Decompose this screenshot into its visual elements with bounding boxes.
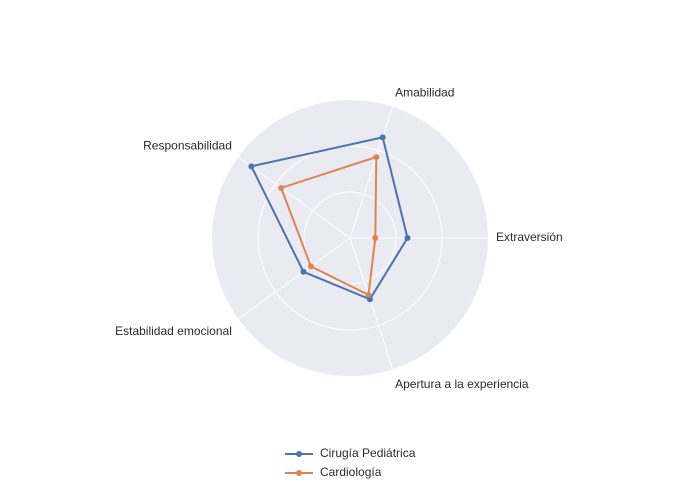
axis-label: Responsabilidad xyxy=(143,138,232,152)
legend-marker xyxy=(296,470,302,476)
series-line xyxy=(249,136,409,301)
axis-label: Estabilidad emocional xyxy=(115,324,232,338)
marker xyxy=(404,235,411,241)
legend-label: Cirugía Pediátrica xyxy=(320,446,416,460)
legend-label: Cardiología xyxy=(320,465,382,479)
axis-label: Amabilidad xyxy=(395,85,454,99)
axis-label: Extraversión xyxy=(496,230,563,244)
spoke xyxy=(238,237,351,320)
marker xyxy=(365,291,372,298)
axis-label: Apertura a la experiencia xyxy=(395,377,529,391)
marker xyxy=(379,134,386,141)
legend-marker xyxy=(296,451,302,457)
marker xyxy=(278,184,285,191)
marker xyxy=(307,263,314,270)
marker xyxy=(248,163,255,170)
marker xyxy=(373,154,380,161)
spoke xyxy=(349,237,394,370)
marker xyxy=(300,268,307,275)
series-line xyxy=(279,155,378,297)
spoke xyxy=(238,156,351,239)
spoke xyxy=(349,106,394,239)
marker xyxy=(372,235,379,241)
